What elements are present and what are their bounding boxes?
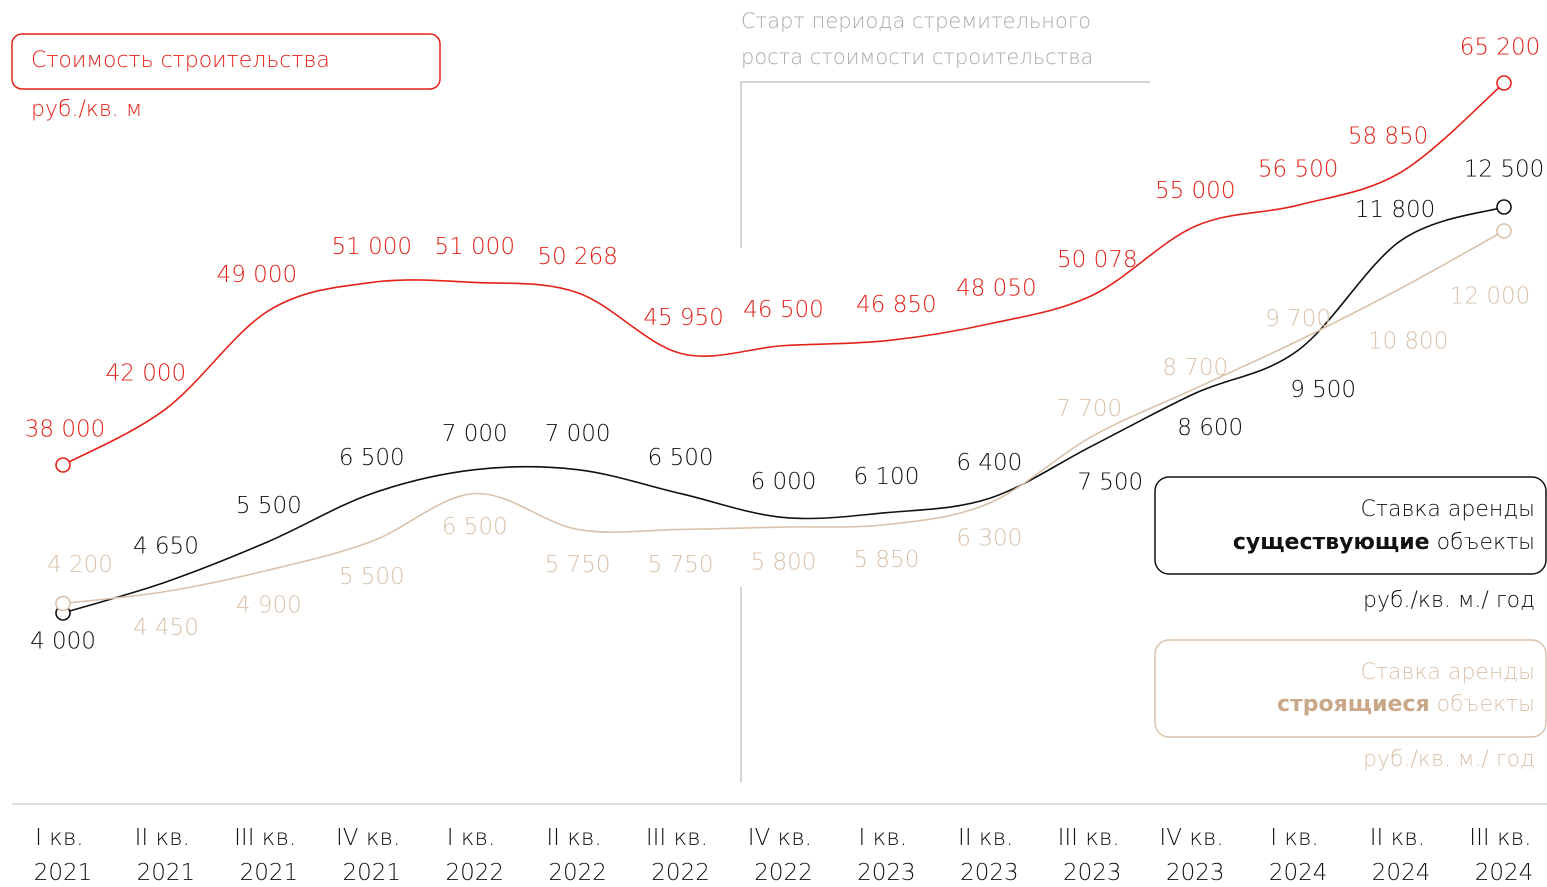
data-label: 45 950 — [643, 305, 723, 331]
data-label: 58 850 — [1348, 124, 1428, 150]
data-label: 6 500 — [442, 514, 508, 540]
x-tick-label: II кв. 2023 — [958, 825, 1021, 886]
data-label: 4 450 — [133, 615, 199, 641]
x-tick-label: III кв. 2024 — [1469, 825, 1538, 886]
data-label: 9 500 — [1290, 377, 1356, 403]
data-label: 10 800 — [1368, 329, 1448, 355]
annotation-line — [740, 81, 1150, 248]
x-tick-label: IV кв. 2022 — [748, 825, 820, 886]
data-label: 7 000 — [545, 421, 611, 447]
data-label: 51 000 — [332, 234, 412, 260]
unit-label: руб./кв. м./ год — [1363, 588, 1535, 613]
x-tick-label: III кв. 2021 — [234, 825, 303, 886]
data-label: 6 500 — [339, 445, 405, 471]
x-tick-label: II кв. 2021 — [135, 825, 198, 886]
legend-label: Ставка аренды — [1361, 497, 1535, 522]
data-label: 12 500 — [1464, 157, 1544, 183]
data-label: 6 400 — [956, 450, 1022, 476]
series-line — [62, 230, 1505, 605]
legend-label: Стоимость строительства — [31, 48, 330, 73]
data-label: 50 078 — [1057, 247, 1137, 273]
x-tick-label: II кв. 2024 — [1370, 825, 1433, 886]
data-label: 49 000 — [217, 262, 297, 288]
data-label: 55 000 — [1155, 178, 1235, 204]
unit-label: руб./кв. м./ год — [1363, 747, 1535, 772]
end-marker — [55, 457, 71, 473]
data-label: 5 750 — [545, 552, 611, 578]
data-label: 6 500 — [648, 445, 714, 471]
data-label: 50 268 — [537, 244, 617, 270]
legend-label: Ставка аренды — [1361, 660, 1535, 685]
end-marker — [55, 595, 71, 612]
legend-box — [1154, 476, 1547, 575]
data-label: 12 000 — [1450, 283, 1530, 309]
x-tick-label: I кв. 2021 — [34, 825, 93, 886]
data-label: 51 000 — [434, 234, 514, 260]
data-label: 5 750 — [648, 552, 714, 578]
end-marker — [1496, 223, 1512, 239]
data-label: 56 500 — [1258, 157, 1338, 183]
data-label: 8 700 — [1162, 355, 1228, 381]
x-tick-label: I кв. 2024 — [1269, 825, 1328, 886]
legend-label: строящиеся объекты — [1277, 692, 1535, 717]
series-line — [62, 206, 1505, 614]
data-label: 46 500 — [743, 297, 823, 323]
data-label: 5 800 — [751, 550, 817, 576]
annotation: роста стоимости строительства — [741, 45, 1093, 69]
annotation: Старт периода стремительного — [741, 9, 1091, 33]
data-label: 5 850 — [853, 547, 919, 573]
end-marker — [1496, 75, 1512, 91]
data-label: 4 900 — [236, 593, 302, 619]
x-tick-label: II кв. 2022 — [546, 825, 609, 886]
x-tick-label: IV кв. 2021 — [336, 825, 408, 886]
legend-box — [11, 33, 441, 90]
data-label: 5 500 — [339, 564, 405, 590]
data-label: 4 000 — [30, 629, 96, 655]
data-label: 11 800 — [1355, 197, 1435, 223]
data-label: 6 000 — [751, 469, 817, 495]
unit-label: руб./кв. м — [31, 97, 142, 122]
legend-label: существующие объекты — [1233, 530, 1535, 555]
data-label: 6 100 — [853, 464, 919, 490]
data-label: 4 650 — [133, 533, 199, 559]
data-label: 5 500 — [236, 493, 302, 519]
data-label: 7 700 — [1056, 396, 1122, 422]
x-tick-label: I кв. 2022 — [445, 825, 504, 886]
data-label: 46 850 — [856, 292, 936, 318]
x-tick-label: III кв. 2022 — [646, 825, 715, 886]
data-label: 38 000 — [25, 417, 105, 443]
data-label: 9 700 — [1265, 306, 1331, 332]
data-label: 6 300 — [956, 526, 1022, 552]
legend-box — [1154, 639, 1547, 738]
x-tick-label: III кв. 2023 — [1058, 825, 1127, 886]
x-tick-label: IV кв. 2023 — [1159, 825, 1231, 886]
end-marker — [1496, 199, 1512, 215]
data-label: 7 000 — [442, 421, 508, 447]
data-label: 8 600 — [1177, 415, 1243, 441]
data-label: 7 500 — [1077, 469, 1143, 495]
data-label: 4 200 — [47, 552, 113, 578]
series-line — [62, 82, 1505, 466]
data-label: 48 050 — [956, 275, 1036, 301]
x-tick-label: I кв. 2023 — [857, 825, 916, 886]
data-label: 42 000 — [106, 360, 186, 386]
data-label: 65 200 — [1460, 35, 1540, 61]
